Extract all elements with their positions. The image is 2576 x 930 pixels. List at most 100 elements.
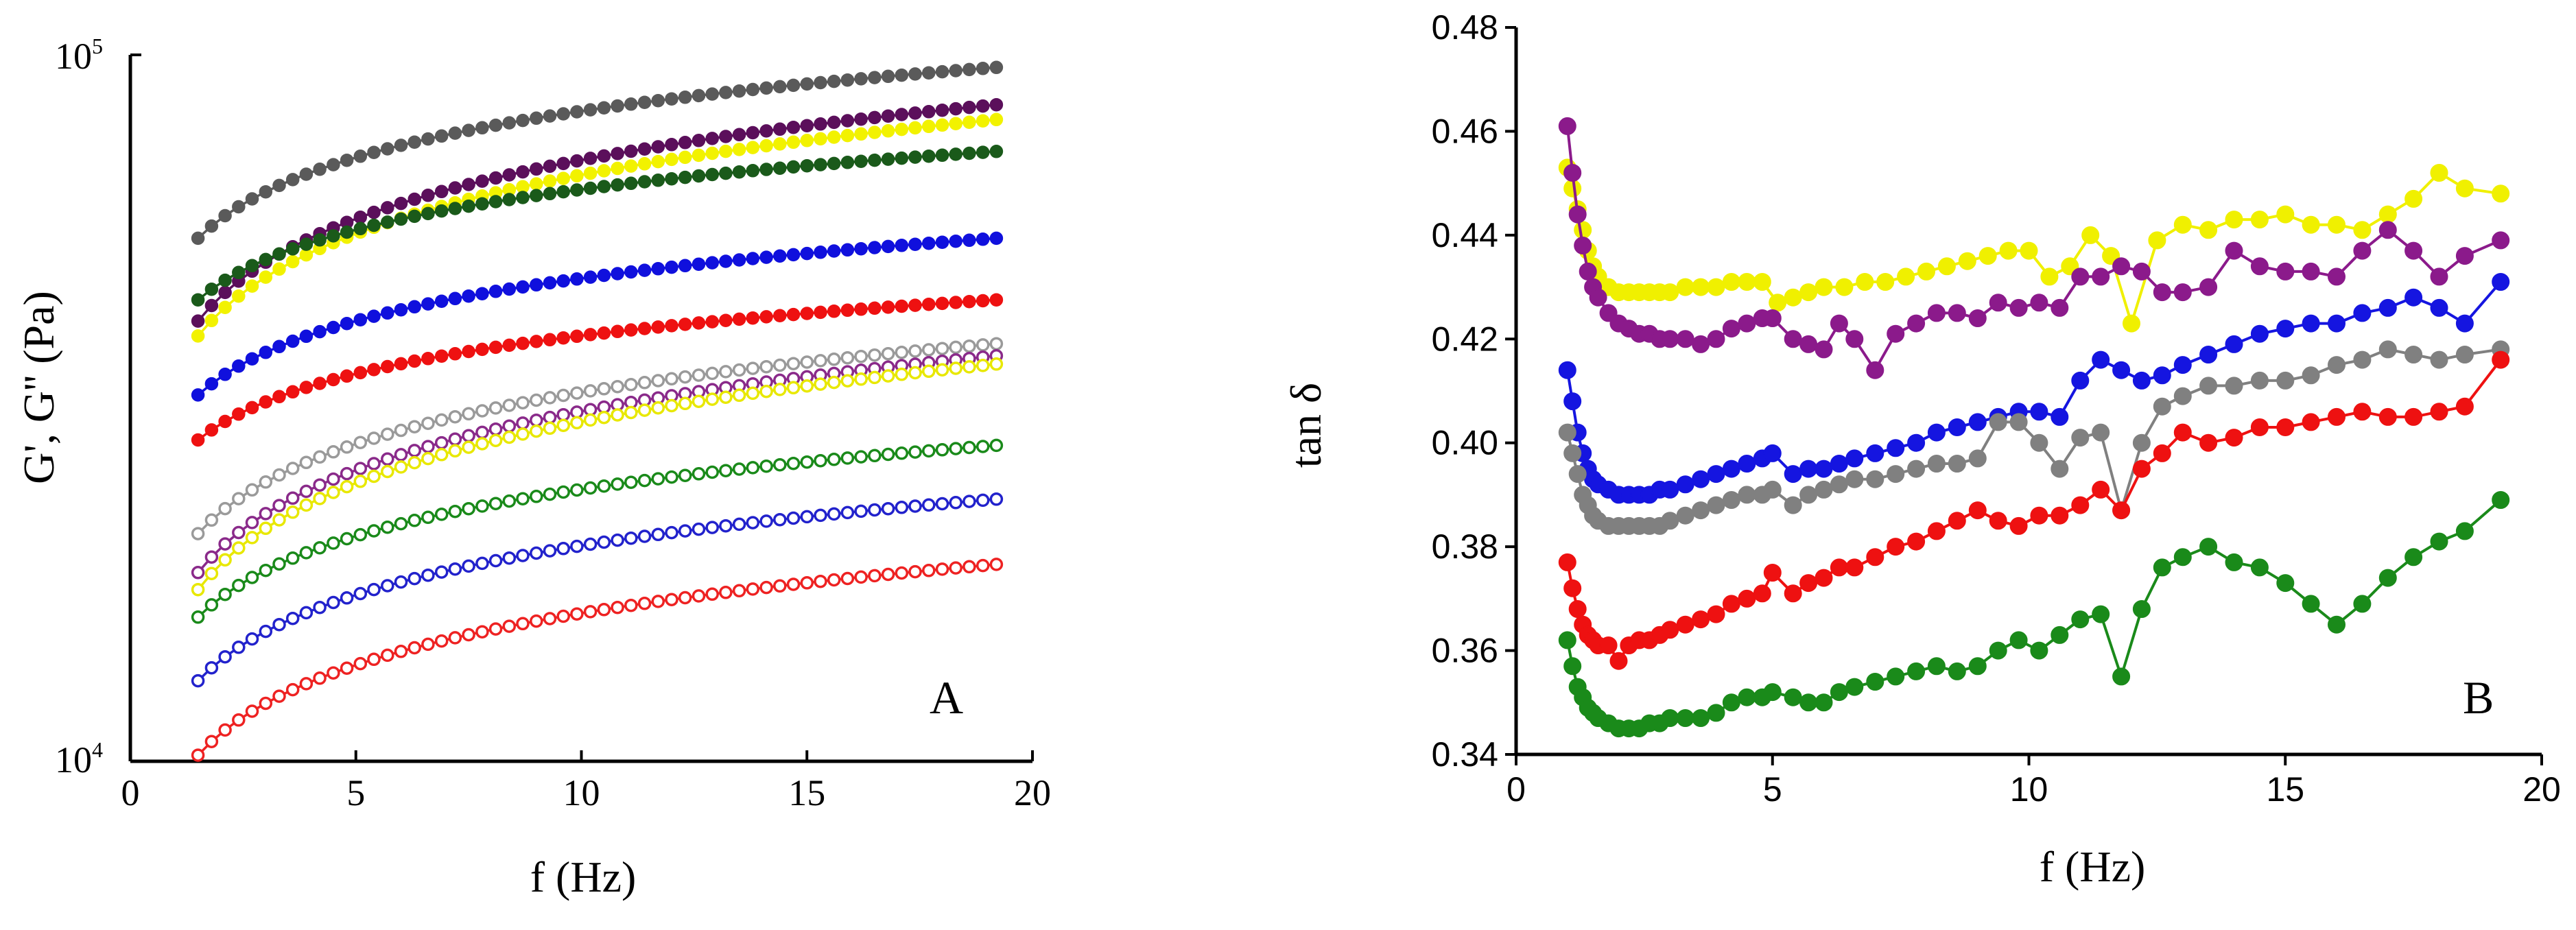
panel-a-data-point xyxy=(854,302,868,316)
panel-a-data-point xyxy=(488,195,503,208)
panel-a-data-point xyxy=(624,97,638,111)
panel-a-data-point xyxy=(800,576,814,590)
panel-b-data-point xyxy=(2153,444,2171,462)
panel-a-data-point xyxy=(611,408,624,422)
panel-a-data-point xyxy=(530,177,543,191)
panel-b-data-point xyxy=(1989,641,2007,660)
panel-a-data-point xyxy=(773,383,787,396)
panel-a-data-point xyxy=(530,424,543,438)
panel-a-data-point xyxy=(502,168,517,182)
panel-a-data-point xyxy=(814,158,827,171)
panel-a-data-point xyxy=(327,229,340,243)
panel-a-data-point xyxy=(204,735,219,748)
panel-a-data-point xyxy=(434,634,449,648)
panel-a-data-point xyxy=(665,171,678,186)
panel-b-data-point xyxy=(1845,330,1864,348)
panel-a-data-point xyxy=(732,165,746,179)
panel-a-data-point xyxy=(908,237,922,251)
panel-a-data-point xyxy=(611,161,624,176)
panel-a-data-point xyxy=(407,641,421,655)
panel-a-data-point xyxy=(502,619,517,633)
panel-b-data-point xyxy=(1887,439,1905,457)
panel-a-data-point xyxy=(597,382,611,396)
panel-a-data-point xyxy=(692,522,706,536)
panel-a-data-point xyxy=(759,163,773,176)
panel-a-data-point xyxy=(259,395,273,409)
panel-b-data-point xyxy=(1563,579,1582,597)
panel-a-data-point xyxy=(475,625,489,639)
panel-a-data-point xyxy=(922,564,936,577)
panel-a-data-point xyxy=(989,97,1004,112)
panel-a-data-point xyxy=(678,91,692,104)
panel-b-data-point xyxy=(2173,548,2192,567)
panel-a-data-point xyxy=(245,192,259,206)
panel-a-data-point xyxy=(746,516,760,529)
panel-a-data-point xyxy=(516,396,530,409)
panel-b-data-point xyxy=(1579,262,1597,281)
panel-b-data-point xyxy=(1769,294,1787,312)
panel-a-data-point xyxy=(462,199,475,213)
panel-a-data-point xyxy=(651,320,665,334)
panel-a-data-point xyxy=(692,394,706,408)
panel-a-data-point xyxy=(299,329,314,344)
panel-a-data-point xyxy=(976,294,990,308)
panel-a-data-point xyxy=(665,372,678,386)
panel-a-data-point xyxy=(935,148,949,163)
panel-b-data-point xyxy=(2040,267,2059,286)
panel-a-data-point xyxy=(543,487,557,501)
panel-a-data-point xyxy=(218,368,232,381)
panel-a-data-point xyxy=(313,600,327,615)
panel-b-data-point xyxy=(2328,215,2345,234)
panel-b-data-point xyxy=(1738,688,1756,706)
panel-a-data-point xyxy=(407,420,421,433)
panel-a-data-point xyxy=(245,516,259,529)
panel-a-data-point xyxy=(611,600,624,615)
panel-a-data-point xyxy=(881,239,895,254)
panel-a-data-point xyxy=(421,568,435,582)
panel-a-data-point xyxy=(868,348,882,362)
panel-b-data-point xyxy=(2455,314,2474,333)
panel-a-data-point xyxy=(665,152,678,167)
panel-b-data-point xyxy=(2051,298,2069,317)
panel-a-data-point xyxy=(800,355,814,369)
panel-a-data-point xyxy=(259,252,273,267)
panel-a-data-point xyxy=(245,704,259,718)
panel-a-data-point xyxy=(543,391,557,405)
panel-a-data-point xyxy=(259,270,273,284)
panel-a-data-point xyxy=(773,80,787,94)
panel-b-data-point xyxy=(1784,465,1802,484)
panel-a-data-point xyxy=(570,607,584,621)
panel-b-data-point xyxy=(1968,501,1987,520)
panel-a-data-point xyxy=(191,527,205,540)
panel-a-data-point xyxy=(434,508,449,521)
panel-b-data-point xyxy=(2328,615,2345,634)
panel-b-data-point xyxy=(2030,506,2048,525)
panel-a-data-point xyxy=(448,432,462,446)
panel-b-data-point xyxy=(2009,298,2028,317)
panel-a-data-point xyxy=(218,649,232,664)
panel-a-data-point xyxy=(895,68,909,82)
panel-a-data-point xyxy=(989,337,1004,350)
panel-b-data-point xyxy=(2353,350,2372,369)
panel-b-data-point xyxy=(2455,522,2474,540)
panel-a-data-point xyxy=(881,567,895,582)
panel-a-data-point xyxy=(881,69,895,84)
panel-a-data-point xyxy=(272,617,286,632)
panel-a-data-point xyxy=(530,490,543,503)
panel-a-data-point xyxy=(421,510,435,525)
panel-a-data-point xyxy=(976,359,990,372)
panel-a-data-point xyxy=(827,453,841,466)
panel-a-data-point xyxy=(759,459,773,473)
panel-a-data-point xyxy=(488,285,503,298)
panel-a-data-point xyxy=(313,671,327,685)
panel-a-data-point xyxy=(407,514,421,527)
panel-a-data-point xyxy=(570,386,584,400)
panel-b-data-point xyxy=(2250,211,2269,229)
panel-a-data-point xyxy=(840,505,855,520)
panel-a-y-axis-title: G', G'' (Pa) xyxy=(14,291,63,484)
panel-b-data-point xyxy=(2112,257,2131,276)
panel-a-data-point xyxy=(719,130,733,143)
panel-a-data-point xyxy=(530,413,543,427)
panel-b-data-point xyxy=(1907,433,1926,452)
panel-a-data-point xyxy=(800,134,814,147)
